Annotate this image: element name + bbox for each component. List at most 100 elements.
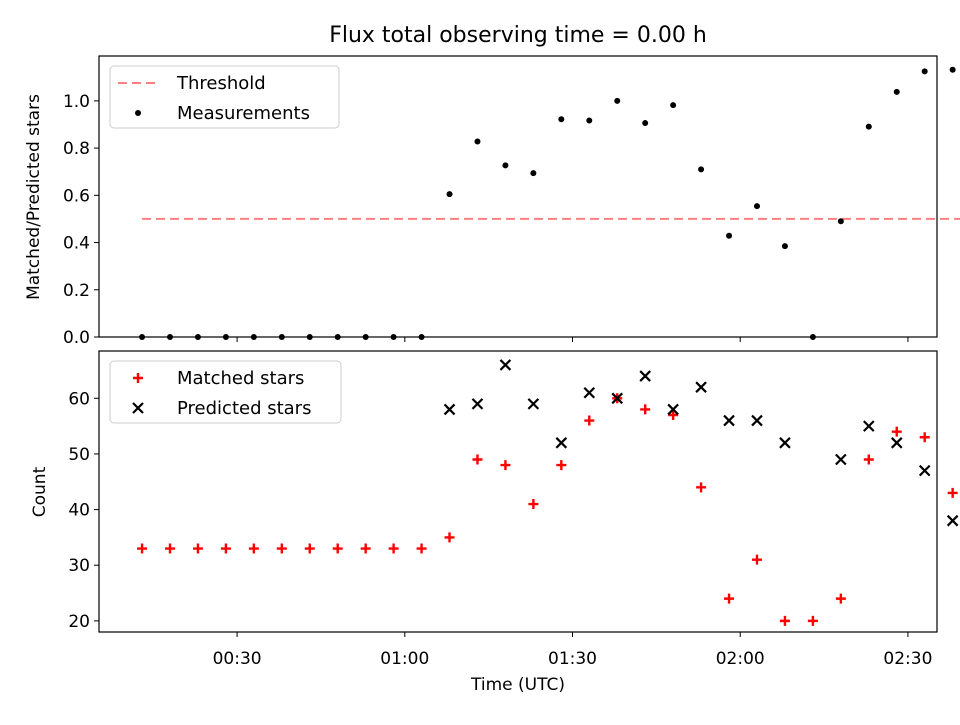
measurement-point bbox=[502, 162, 509, 169]
measurement-point bbox=[753, 203, 760, 210]
matched-star-point bbox=[528, 499, 539, 510]
matched-star-point bbox=[807, 615, 818, 626]
matched-star-point bbox=[751, 554, 762, 565]
x-tick-label: 02:30 bbox=[883, 649, 932, 669]
measurement-point bbox=[334, 334, 341, 340]
y-tick-label: 0.2 bbox=[63, 281, 90, 301]
legend-label: Measurements bbox=[177, 103, 310, 124]
measurement-point bbox=[250, 334, 257, 340]
measurement-point bbox=[837, 218, 844, 225]
legend-box bbox=[109, 360, 342, 424]
matched-star-point bbox=[947, 487, 958, 498]
y-tick-label: 50 bbox=[68, 445, 90, 465]
x-tick-label: 02:00 bbox=[716, 649, 765, 669]
predicted-star-point bbox=[471, 398, 484, 410]
matched-star-point bbox=[472, 454, 483, 465]
matched-star-point bbox=[164, 543, 175, 554]
measurement-point bbox=[893, 88, 900, 95]
bottom-y-axis-label: Count bbox=[30, 466, 50, 517]
x-axis-label: Time (UTC) bbox=[470, 675, 565, 695]
top-y-axis-label: Matched/Predicted stars bbox=[24, 94, 44, 300]
measurement-point bbox=[390, 334, 397, 340]
predicted-star-point bbox=[779, 437, 791, 449]
matched-star-point bbox=[724, 593, 735, 604]
measurement-point bbox=[614, 97, 621, 104]
legend-label: Matched stars bbox=[177, 368, 304, 389]
measurement-point bbox=[921, 68, 928, 75]
matched-star-point bbox=[360, 543, 371, 554]
legend-label: Predicted stars bbox=[177, 398, 311, 419]
measurement-point bbox=[474, 138, 481, 145]
measurement-point bbox=[446, 191, 453, 198]
matched-star-point bbox=[276, 543, 287, 554]
measurement-point bbox=[530, 170, 537, 177]
predicted-star-point bbox=[639, 370, 651, 382]
matched-star-point bbox=[779, 615, 790, 626]
legend-box bbox=[109, 65, 340, 129]
matched-star-point bbox=[835, 593, 846, 604]
predicted-star-point bbox=[583, 386, 596, 399]
matched-star-point bbox=[556, 460, 567, 471]
y-tick-label: 0.0 bbox=[63, 328, 90, 348]
matched-star-point bbox=[584, 415, 595, 426]
matched-star-point bbox=[891, 426, 902, 437]
predicted-star-point bbox=[751, 414, 763, 427]
y-tick-label: 30 bbox=[68, 556, 90, 576]
predicted-star-point bbox=[499, 359, 512, 371]
y-tick-label: 1.0 bbox=[63, 92, 90, 112]
matched-star-point bbox=[863, 454, 874, 465]
predicted-star-point bbox=[918, 464, 931, 477]
matched-star-point bbox=[444, 532, 455, 543]
measurement-point bbox=[558, 116, 565, 123]
measurement-point bbox=[726, 232, 733, 239]
measurement-point bbox=[418, 334, 425, 340]
matched-star-point bbox=[696, 482, 707, 493]
predicted-star-point bbox=[667, 403, 679, 416]
predicted-star-point bbox=[695, 381, 707, 393]
predicted-star-point bbox=[132, 402, 144, 414]
y-tick-label: 0.4 bbox=[63, 234, 90, 254]
y-tick-label: 20 bbox=[68, 612, 90, 632]
matched-star-point bbox=[640, 404, 651, 415]
predicted-star-point bbox=[611, 392, 624, 405]
predicted-star-point bbox=[723, 414, 735, 427]
predicted-star-point bbox=[555, 437, 568, 449]
measurement-point bbox=[135, 110, 141, 116]
measurement-point bbox=[670, 102, 677, 109]
measurement-point bbox=[781, 243, 788, 250]
bottom-panel: 20 30 40 50 60 00:30 01:00 01:30 02:00 02:30 Match… bbox=[68, 350, 959, 669]
measurement-point bbox=[642, 120, 649, 127]
measurement-point bbox=[194, 334, 201, 340]
matched-star-point bbox=[192, 543, 203, 554]
measurement-point bbox=[139, 334, 146, 340]
predicted-star-point bbox=[890, 437, 903, 449]
x-tick-label: 01:00 bbox=[380, 649, 429, 669]
matched-star-point bbox=[500, 460, 511, 471]
y-tick-label: 0.8 bbox=[63, 139, 90, 159]
measurement-point bbox=[166, 334, 173, 340]
measurement-point bbox=[222, 334, 229, 340]
measurement-point bbox=[949, 66, 956, 73]
matched-star-point bbox=[388, 543, 399, 554]
measurement-point bbox=[278, 334, 285, 340]
chart-title: Flux total observing time = 0.00 h bbox=[329, 23, 707, 48]
measurement-point bbox=[809, 334, 816, 340]
top-panel: 0.0 0.2 0.4 0.6 0.8 1.0 Threshold Measurements bbox=[63, 55, 960, 348]
matched-star-point bbox=[919, 432, 930, 443]
matched-star-point bbox=[304, 543, 315, 554]
measurement-point bbox=[698, 166, 705, 173]
matched-star-point bbox=[133, 373, 143, 383]
measurement-point bbox=[306, 334, 313, 340]
x-tick-label: 01:30 bbox=[548, 649, 597, 669]
matched-star-point bbox=[332, 543, 343, 554]
matched-star-point bbox=[137, 543, 148, 554]
matched-star-point bbox=[416, 543, 427, 554]
measurement-point bbox=[865, 123, 872, 130]
matched-star-point bbox=[668, 409, 679, 420]
x-tick-label: 00:30 bbox=[213, 649, 262, 669]
legend-label: Threshold bbox=[176, 73, 266, 94]
measurement-point bbox=[586, 117, 593, 124]
top-axes-frame bbox=[98, 55, 938, 338]
y-tick-label: 0.6 bbox=[63, 186, 90, 206]
